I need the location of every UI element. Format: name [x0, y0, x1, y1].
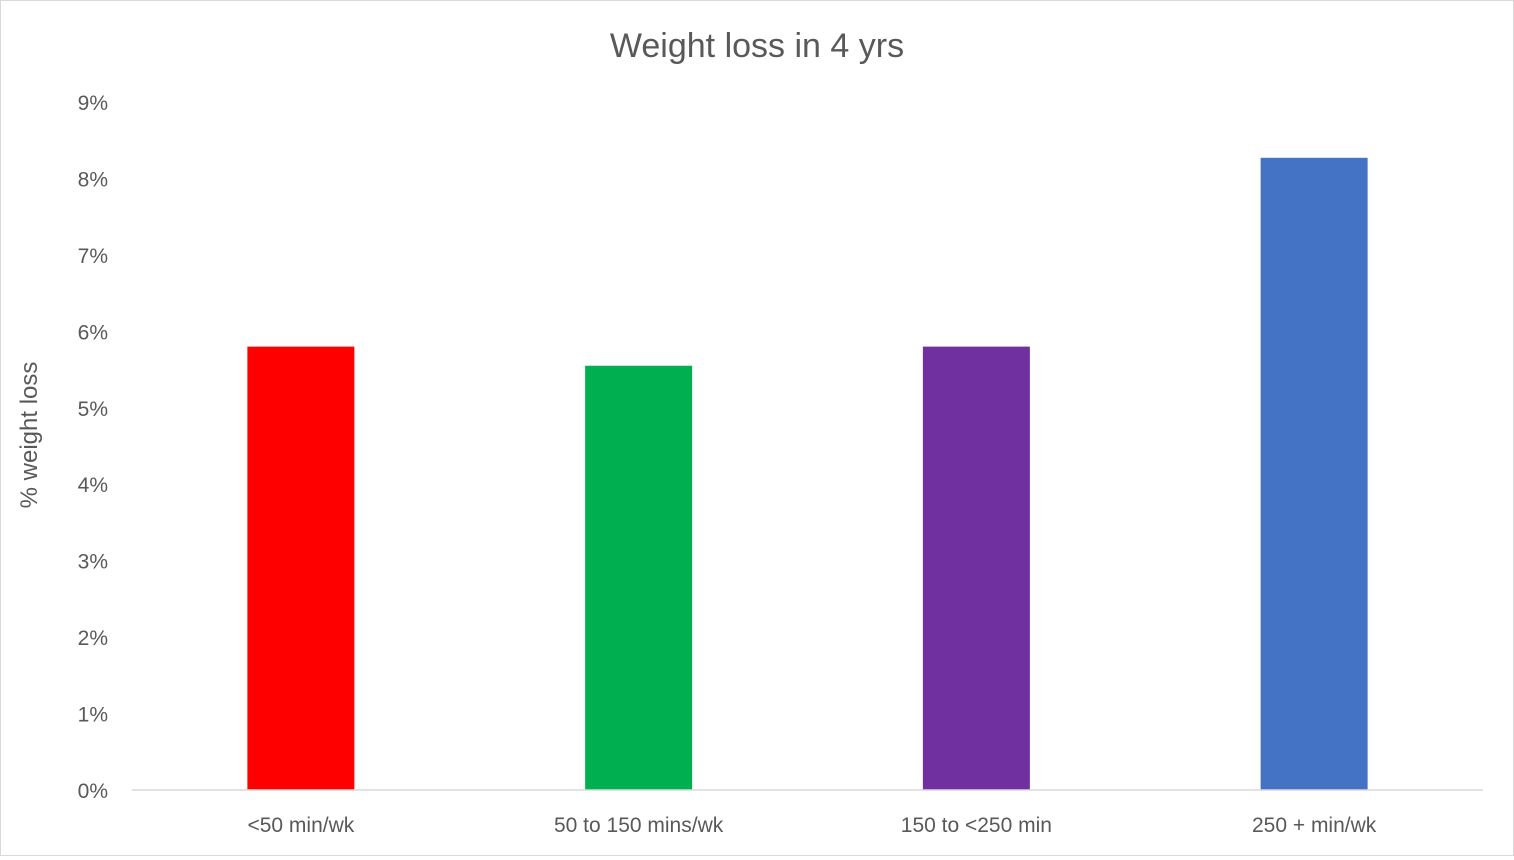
y-tick-label: 8%: [78, 168, 108, 191]
chart-title: Weight loss in 4 yrs: [610, 27, 904, 65]
y-tick-label: 6%: [78, 321, 108, 344]
y-axis-label: % weight loss: [16, 362, 43, 509]
y-tick-label: 1%: [78, 704, 108, 727]
y-tick-label: 7%: [78, 245, 108, 268]
bars: [247, 157, 1368, 790]
bar: [247, 346, 355, 790]
y-tick-label: 3%: [78, 551, 108, 574]
x-tick-label: 150 to <250 min: [901, 814, 1052, 837]
y-tick-label: 2%: [78, 627, 108, 650]
x-tick-label: <50 min/wk: [247, 814, 354, 837]
bar: [922, 346, 1030, 790]
y-tick-label: 9%: [78, 92, 108, 115]
y-tick-labels: 0% 1% 2% 3% 4% 5% 6% 7% 8% 9%: [78, 92, 108, 803]
bar: [585, 365, 693, 790]
x-tick-labels: <50 min/wk 50 to 150 mins/wk 150 to <250 m…: [247, 814, 1376, 837]
y-tick-label: 5%: [78, 398, 108, 421]
y-tick-label: 0%: [78, 780, 108, 803]
bar: [1260, 157, 1368, 790]
x-tick-label: 50 to 150 mins/wk: [554, 814, 724, 837]
x-tick-label: 250 + min/wk: [1252, 814, 1377, 837]
y-tick-label: 4%: [78, 474, 108, 497]
